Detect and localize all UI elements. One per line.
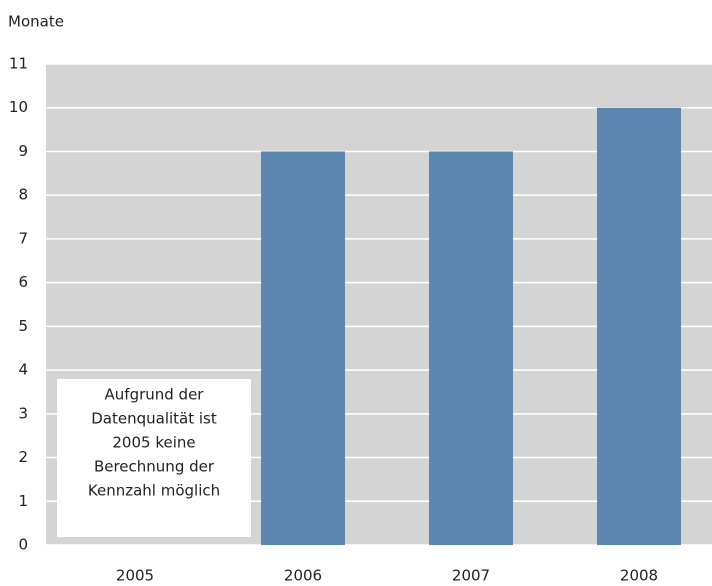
annotation-text: Berechnung der — [94, 458, 215, 476]
x-tick-label: 2005 — [116, 567, 154, 585]
y-tick-label: 2 — [18, 448, 28, 466]
y-tick-label: 0 — [18, 536, 28, 554]
x-tick-label: 2006 — [284, 567, 322, 585]
x-tick-label: 2008 — [620, 567, 658, 585]
y-axis-label: Monate — [8, 13, 64, 31]
annotation-text: Datenqualität ist — [91, 410, 217, 428]
y-tick-label: 7 — [18, 229, 28, 247]
annotation-text: 2005 keine — [112, 434, 195, 452]
y-tick-label: 9 — [18, 142, 28, 160]
y-tick-label: 3 — [18, 404, 28, 422]
y-tick-label: 6 — [18, 273, 28, 291]
annotation-box — [57, 379, 251, 537]
y-tick-label: 4 — [18, 361, 28, 379]
bar — [597, 107, 681, 546]
y-tick-label: 8 — [18, 186, 28, 204]
y-tick-label: 10 — [9, 98, 28, 116]
annotation-text: Kennzahl möglich — [88, 482, 220, 500]
x-tick-label: 2007 — [452, 567, 490, 585]
y-tick-label: 11 — [9, 55, 28, 73]
y-tick-label: 5 — [18, 317, 28, 335]
bar — [261, 151, 345, 546]
annotation-text: Aufgrund der — [105, 386, 205, 404]
bar — [429, 151, 513, 546]
y-tick-label: 1 — [18, 492, 28, 510]
